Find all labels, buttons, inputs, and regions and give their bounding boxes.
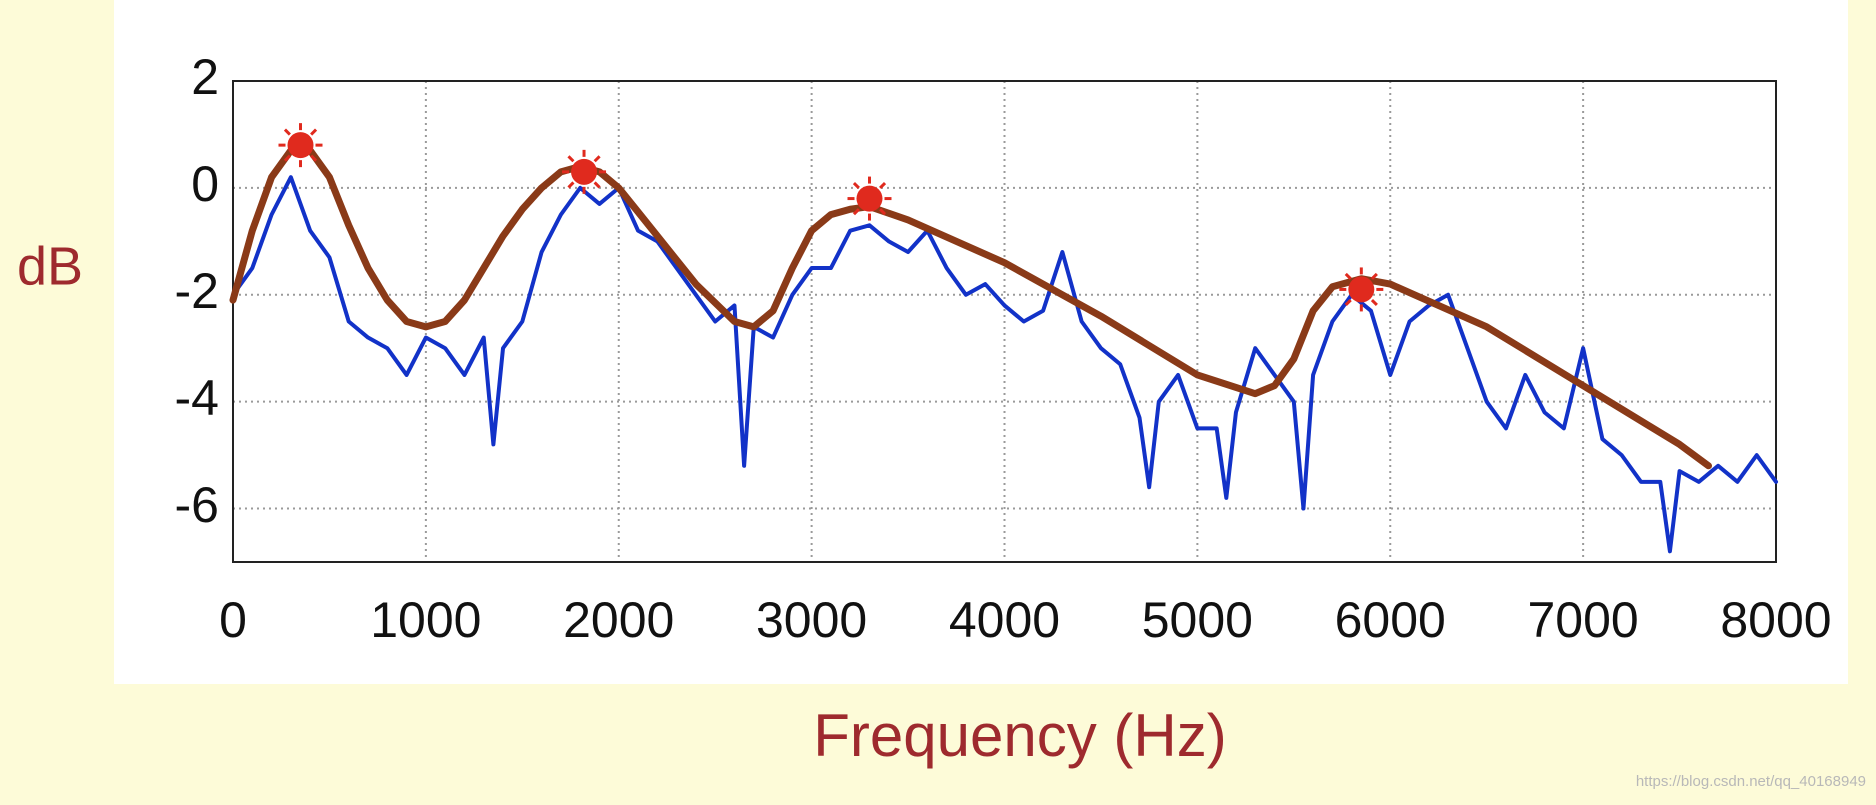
peak-ray (310, 128, 318, 136)
y-tick-label: 2 (191, 49, 219, 105)
envelope-line (229, 146, 1712, 470)
plot-frame (232, 80, 1777, 563)
peak-ray (1344, 272, 1352, 280)
y-tick-label: -2 (175, 263, 219, 319)
peak-ray (852, 208, 860, 216)
y-axis-label: dB (17, 236, 83, 296)
peak-ray (593, 155, 601, 163)
peak-ray (1370, 272, 1378, 280)
x-tick-label: 8000 (1720, 592, 1831, 648)
x-tick-label: 5000 (1142, 592, 1253, 648)
y-tick-label: 0 (191, 156, 219, 212)
peak-ray (1344, 298, 1352, 307)
peak-marker (856, 185, 883, 212)
chart-panel (114, 0, 1848, 684)
peak-marker (571, 158, 598, 185)
spectrum-line (231, 175, 1778, 554)
peak-ray (1370, 298, 1378, 307)
y-tick-label: -6 (175, 477, 219, 533)
peak-ray (593, 181, 601, 189)
x-tick-label: 1000 (370, 592, 481, 648)
x-axis-label: Frequency (Hz) (813, 702, 1226, 769)
x-tick-label: 7000 (1528, 592, 1639, 648)
x-tick-label: 2000 (563, 592, 674, 648)
peak-ray (310, 154, 318, 162)
watermark: https://blog.csdn.net/qq_40168949 (1636, 773, 1866, 790)
peak-ray (852, 181, 860, 190)
peak-ray (283, 154, 291, 162)
peak-ray (879, 208, 887, 216)
y-tick-label: -4 (175, 370, 219, 426)
x-tick-label: 0 (219, 592, 247, 648)
peak-ray (567, 181, 575, 189)
x-tick-label: 3000 (756, 592, 867, 648)
peak-ray (283, 128, 291, 136)
x-tick-label: 4000 (949, 592, 1060, 648)
peak-marker (1348, 276, 1375, 303)
peak-marker (287, 132, 314, 159)
peak-ray (567, 155, 575, 163)
x-tick-label: 6000 (1335, 592, 1446, 648)
peak-ray (879, 181, 887, 190)
